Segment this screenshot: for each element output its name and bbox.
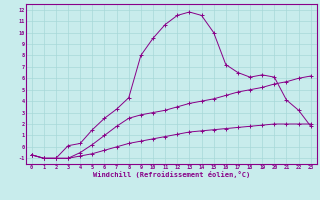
X-axis label: Windchill (Refroidissement éolien,°C): Windchill (Refroidissement éolien,°C) [92,171,250,178]
